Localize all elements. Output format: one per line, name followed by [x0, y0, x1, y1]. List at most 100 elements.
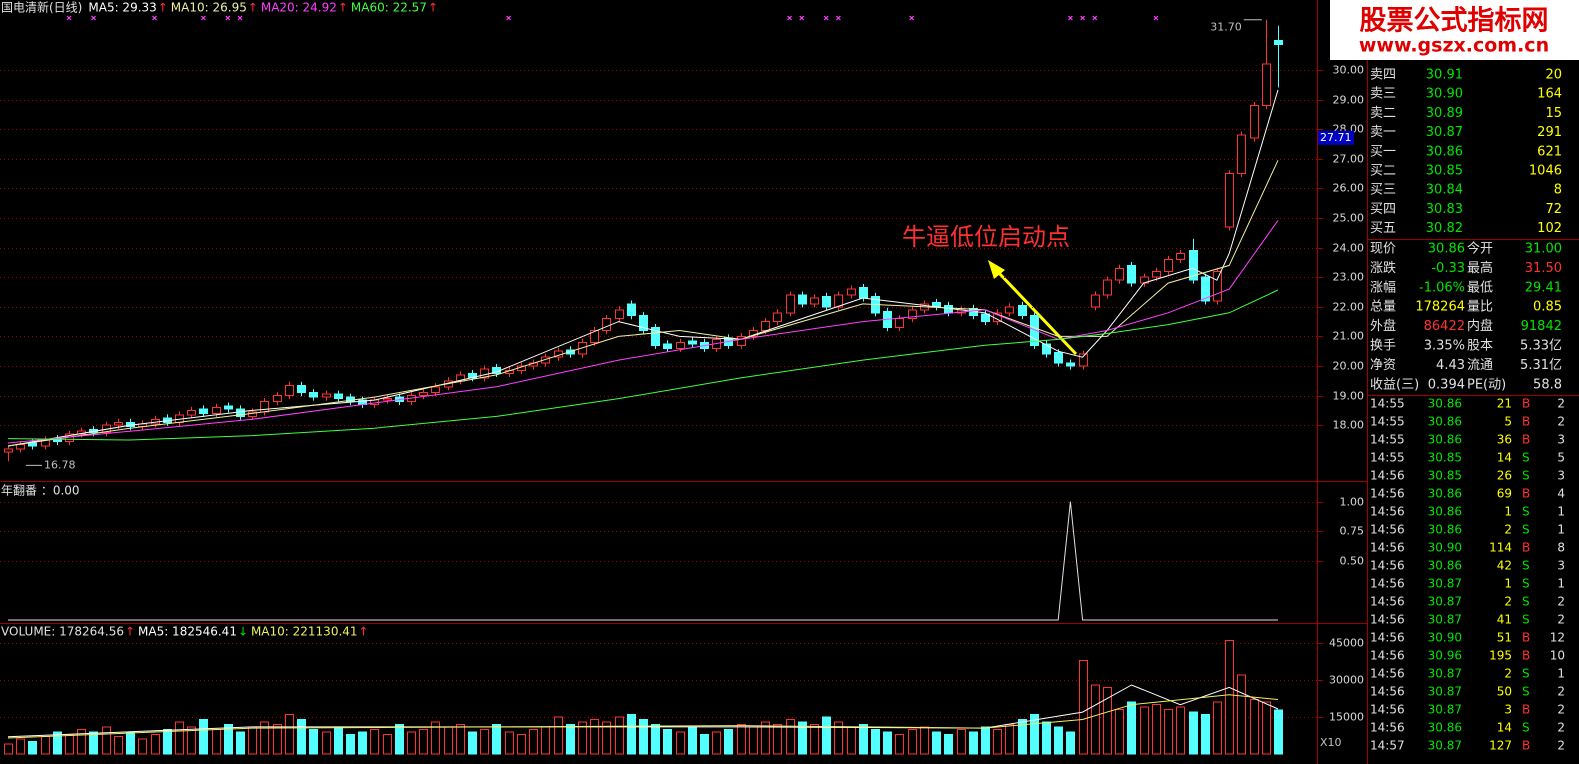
volume-bar [517, 733, 526, 755]
volume-bar [602, 721, 611, 755]
trade-volume: 2 [1504, 523, 1512, 537]
trade-side: S [1522, 469, 1530, 483]
volume-bar [480, 728, 489, 755]
y-tick-label: 18.00 [1333, 419, 1365, 432]
volume-bar [126, 731, 135, 755]
candle-body [810, 297, 819, 305]
book-price: 30.90 [1426, 87, 1463, 102]
volume-bar [151, 733, 160, 755]
volume-bar [834, 721, 843, 755]
trade-volume: 50 [1497, 685, 1512, 699]
book-label: 买三 [1370, 183, 1396, 198]
annotation-arrow [988, 260, 1078, 356]
y-tick-label: 24.00 [1333, 242, 1365, 255]
trade-count: 2 [1557, 613, 1565, 627]
trade-volume: 2 [1504, 667, 1512, 681]
candle-body [1042, 343, 1051, 355]
book-price: 30.86 [1426, 144, 1463, 159]
trade-volume: 3 [1504, 703, 1512, 717]
candle-body [590, 330, 599, 343]
volume-bar [334, 726, 343, 755]
signal-mark [787, 15, 792, 21]
y-tick-label: 22.00 [1333, 301, 1365, 314]
volume-bar [700, 733, 709, 755]
signal-mark [1092, 15, 1098, 21]
trade-count: 2 [1557, 415, 1565, 429]
trade-side: S [1522, 667, 1530, 681]
y-tick-label: 45000 [1329, 637, 1364, 650]
volume-bar [627, 714, 636, 755]
volume-bar [383, 733, 392, 755]
volume-bar [199, 718, 208, 755]
y-tick-label: 20.00 [1333, 360, 1365, 373]
candle-body [761, 321, 770, 332]
quote-label: 涨跌 [1370, 260, 1396, 276]
legend-arrow: ↑ [428, 1, 438, 15]
trade-side: B [1522, 541, 1530, 555]
candle-body [1201, 276, 1210, 302]
trade-volume: 1 [1504, 577, 1512, 591]
signal-mark [1080, 15, 1086, 21]
quote-label: PE(动) [1467, 377, 1506, 392]
candle-body [834, 294, 843, 308]
book-label: 卖四 [1370, 68, 1396, 83]
book-volume: 8 [1554, 183, 1562, 198]
book-price: 30.84 [1426, 183, 1463, 198]
trade-volume: 36 [1497, 433, 1512, 447]
volume-bar [1140, 706, 1149, 755]
trade-price: 30.87 [1428, 595, 1462, 609]
y-tick-label: 30000 [1329, 674, 1364, 687]
quote-value: 31.50 [1525, 261, 1562, 276]
volume-bar [639, 718, 648, 755]
volume-bar [322, 731, 331, 755]
candle-body [663, 343, 672, 349]
candle-body [1115, 267, 1124, 281]
volume-bar [737, 723, 746, 755]
trade-price: 30.86 [1428, 487, 1462, 501]
trade-price: 30.87 [1428, 577, 1462, 591]
book-label: 买五 [1370, 221, 1396, 236]
candle-body [419, 392, 428, 397]
volume-ma-line [7, 684, 1279, 738]
quote-label: 最低 [1467, 280, 1493, 295]
trade-side: B [1522, 487, 1530, 501]
candle-body [297, 384, 306, 394]
trade-count: 12 [1550, 631, 1565, 645]
volume-bar [309, 728, 318, 755]
candle-body [187, 409, 196, 416]
candle-body [1262, 63, 1271, 107]
volume-bar [187, 726, 196, 755]
trade-time: 14:57 [1370, 739, 1405, 753]
trade-time: 14:55 [1370, 433, 1405, 447]
volume-bar [969, 731, 978, 755]
y-tick-label: 0.75 [1340, 525, 1365, 538]
volume-bar [1274, 709, 1283, 755]
volume-bar [932, 731, 941, 755]
arrow-shaft [996, 270, 1078, 356]
trade-count: 10 [1550, 649, 1565, 663]
quote-value: 5.31亿 [1520, 358, 1562, 373]
signal-mark [799, 15, 805, 21]
y-tick-label: 15000 [1329, 711, 1364, 724]
trade-time: 14:56 [1370, 505, 1405, 519]
volume-bar [1152, 704, 1161, 755]
trade-volume: 69 [1497, 487, 1512, 501]
quote-label: 股本 [1467, 339, 1493, 354]
quote-value: 3.35% [1424, 339, 1465, 354]
trade-price: 30.86 [1428, 415, 1462, 429]
candle-body [688, 340, 697, 345]
trade-time: 14:56 [1370, 721, 1405, 735]
volume-bar [810, 723, 819, 755]
quote-label: 涨幅 [1370, 280, 1396, 295]
trade-count: 2 [1557, 739, 1565, 753]
trade-price: 30.86 [1428, 559, 1462, 573]
trade-side: B [1522, 649, 1530, 663]
signal-mark [200, 15, 206, 21]
volume-bar [786, 718, 795, 755]
volume-bar [1164, 709, 1173, 755]
trade-side: S [1522, 523, 1530, 537]
volume-bar [41, 736, 50, 755]
volume-bar [114, 736, 123, 755]
trade-time: 14:55 [1370, 397, 1405, 411]
